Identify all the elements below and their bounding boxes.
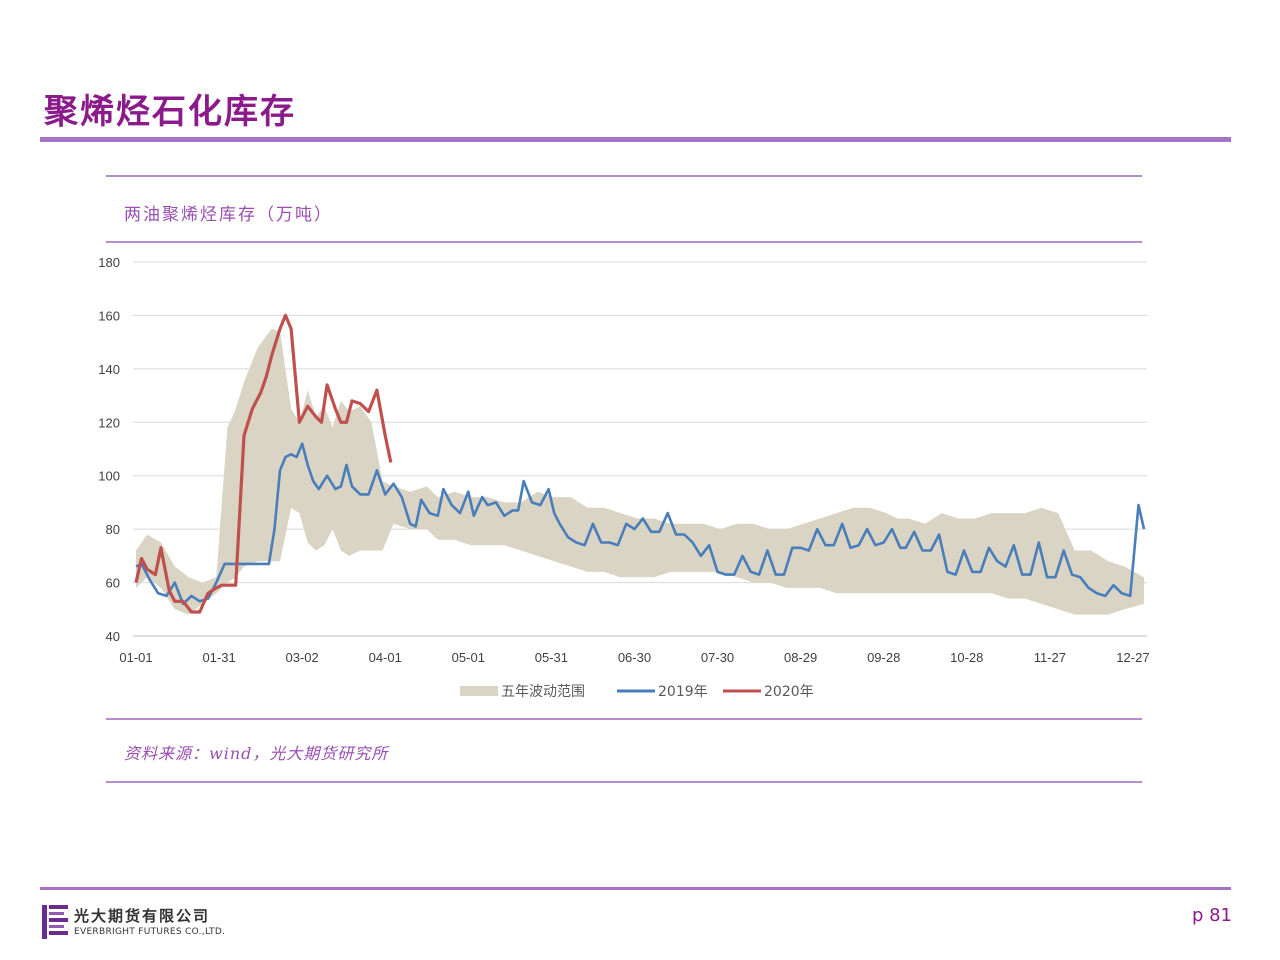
x-tick-label: 07-30 <box>701 650 734 665</box>
x-tick-label: 05-31 <box>535 650 568 665</box>
logo-chinese-name: 光大期货有限公司 <box>74 907 211 925</box>
y-tick-label: 100 <box>98 469 120 484</box>
x-tick-label: 03-02 <box>286 650 319 665</box>
legend-label-2: 2020年 <box>764 684 814 700</box>
title-rule <box>40 137 1231 142</box>
x-tick-label: 05-01 <box>452 650 485 665</box>
everbright-logo-icon <box>42 905 68 939</box>
y-tick-label: 60 <box>106 576 120 591</box>
legend-swatch-2 <box>723 689 761 693</box>
y-tick-label: 160 <box>98 308 120 323</box>
chart-title: 两油聚烯烃库存（万吨） <box>124 205 333 225</box>
five-year-band-layer <box>136 328 1144 615</box>
y-tick-label: 80 <box>106 522 120 537</box>
series-line-0 <box>135 442 1146 606</box>
legend-label-1: 2019年 <box>658 684 708 700</box>
x-tick-label: 08-29 <box>784 650 817 665</box>
series-layer <box>134 313 1146 614</box>
x-tick-label: 09-28 <box>867 650 900 665</box>
y-axis-ticks: 40 60 80 100 120 140 160 180 <box>98 255 120 644</box>
chart-top-rule <box>106 175 1142 177</box>
x-axis-ticks: 01-01 01-31 03-02 04-01 05-01 05-31 06-30 07-30… <box>119 650 1149 665</box>
company-logo: 光大期货有限公司 EVERBRIGHT FUTURES CO.,LTD. <box>42 903 242 943</box>
five-year-band <box>136 328 1144 615</box>
chart-legend: 五年波动范围 2019年 2020年 <box>460 683 814 700</box>
chart-bottom-rule <box>106 718 1142 720</box>
slide-title: 聚烯烃石化库存 <box>44 92 296 132</box>
series-line-1 <box>134 313 393 614</box>
y-tick-label: 180 <box>98 255 120 270</box>
x-tick-label: 12-27 <box>1116 650 1149 665</box>
x-tick-label: 01-01 <box>119 650 152 665</box>
x-tick-label: 11-27 <box>1034 650 1066 665</box>
footer-rule <box>40 887 1231 890</box>
source-note: 资料来源：wind，光大期货研究所 <box>124 744 389 763</box>
x-tick-label: 01-31 <box>202 650 235 665</box>
x-tick-label: 10-28 <box>950 650 983 665</box>
y-tick-label: 40 <box>106 629 120 644</box>
legend-label-0: 五年波动范围 <box>501 683 585 700</box>
logo-english-name: EVERBRIGHT FUTURES CO.,LTD. <box>74 927 226 937</box>
y-tick-label: 140 <box>98 362 120 377</box>
x-tick-label: 06-30 <box>618 650 651 665</box>
chart-title-rule <box>106 241 1142 243</box>
source-rule <box>106 781 1142 783</box>
legend-swatch-1 <box>617 689 655 693</box>
x-tick-label: 04-01 <box>369 650 402 665</box>
page-number: p 81 <box>1191 905 1232 926</box>
y-tick-label: 120 <box>98 415 120 430</box>
legend-swatch-0 <box>460 686 498 696</box>
